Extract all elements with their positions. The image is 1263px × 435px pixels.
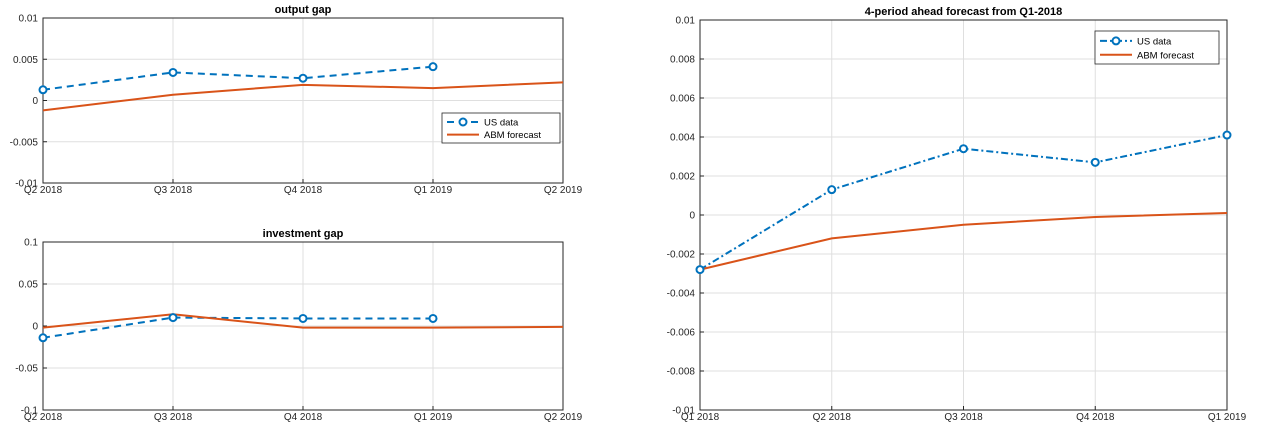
data-point-us-data (827, 185, 837, 195)
legend-label-abm-forecast: ABM forecast (484, 130, 541, 141)
x-tick-label: Q4 2018 (284, 412, 323, 423)
data-point-us-data (168, 67, 178, 77)
x-tick-label: Q2 2019 (544, 412, 583, 423)
x-tick-label: Q4 2018 (284, 185, 323, 196)
y-tick-label: -0.1 (21, 406, 39, 417)
y-tick-label: 0.005 (13, 55, 38, 66)
data-point-us-data (298, 313, 308, 323)
data-point-us-data (38, 85, 48, 95)
series-line-abm-forecast (42, 81, 564, 112)
x-tick-label: Q2 2018 (24, 185, 63, 196)
data-point-us-data (959, 144, 968, 154)
y-tick-label: 0.01 (676, 16, 696, 27)
y-tick-label: 0.006 (670, 94, 695, 105)
y-tick-label: 0 (689, 211, 695, 222)
data-point-us-data (1090, 157, 1100, 167)
legend-label-us-data: US data (1137, 36, 1172, 47)
series-line-us-data (699, 134, 1228, 271)
x-tick-label: Q2 2018 (813, 412, 852, 423)
chart-title: 4-period ahead forecast from Q1-2018 (865, 6, 1062, 18)
legend-label-us-data: US data (484, 118, 519, 129)
y-tick-label: -0.008 (667, 367, 696, 378)
y-tick-label: 0.1 (24, 238, 38, 249)
y-tick-label: 0.002 (670, 172, 695, 183)
x-tick-label: Q1 2019 (414, 185, 453, 196)
series-line-us-data (42, 316, 433, 339)
data-point-us-data (1222, 130, 1232, 140)
y-tick-label: -0.006 (667, 328, 696, 339)
data-point-us-data (428, 62, 438, 72)
chart-1: Q2 2018 Q3 2018 Q4 2018 Q1 2019 Q2 2019 -0.01… (10, 4, 583, 196)
legend-marker-us-data (458, 117, 468, 127)
x-tick-label: Q1 2019 (1208, 412, 1247, 423)
data-point-us-data (428, 313, 438, 323)
x-tick-label: Q1 2019 (414, 412, 453, 423)
y-tick-label: -0.05 (15, 364, 38, 375)
series-line-abm-forecast (42, 313, 564, 329)
chart-3: Q1 2018 Q2 2018 Q3 2018 Q4 2018 Q1 2019 -0.01… (667, 6, 1247, 423)
x-tick-label: Q3 2018 (944, 412, 983, 423)
y-tick-label: -0.01 (672, 406, 695, 417)
y-tick-label: 0 (32, 96, 38, 107)
y-tick-label: 0.008 (670, 55, 695, 66)
chart-title: investment gap (263, 228, 344, 240)
data-point-us-data (298, 73, 308, 83)
legend: US data ABM forecast (1094, 30, 1220, 65)
y-tick-label: 0.004 (670, 133, 695, 144)
legend-label-abm-forecast: ABM forecast (1137, 50, 1194, 61)
x-tick-label: Q3 2018 (154, 185, 193, 196)
x-tick-label: Q1 2018 (681, 412, 720, 423)
x-tick-label: Q2 2018 (24, 412, 63, 423)
y-tick-label: 0.01 (19, 14, 39, 25)
y-tick-label: -0.004 (667, 289, 696, 300)
legend-marker-us-data (1111, 36, 1121, 46)
series-line-us-data (42, 65, 434, 91)
y-tick-label: -0.002 (667, 250, 696, 261)
x-tick-label: Q3 2018 (154, 412, 193, 423)
chart-2: Q2 2018 Q3 2018 Q4 2018 Q1 2019 Q2 2019 -0.1 -… (15, 228, 582, 423)
y-tick-label: -0.005 (10, 137, 39, 148)
x-tick-label: Q4 2018 (1076, 412, 1115, 423)
series-line-abm-forecast (699, 212, 1228, 271)
y-tick-label: -0.01 (15, 179, 38, 190)
y-tick-label: 0 (32, 322, 38, 333)
data-point-us-data (695, 265, 705, 275)
data-point-us-data (168, 313, 178, 323)
y-tick-label: 0.05 (19, 280, 39, 291)
x-tick-label: Q2 2019 (544, 185, 583, 196)
data-point-us-data (38, 333, 48, 343)
chart-title: output gap (275, 4, 332, 16)
